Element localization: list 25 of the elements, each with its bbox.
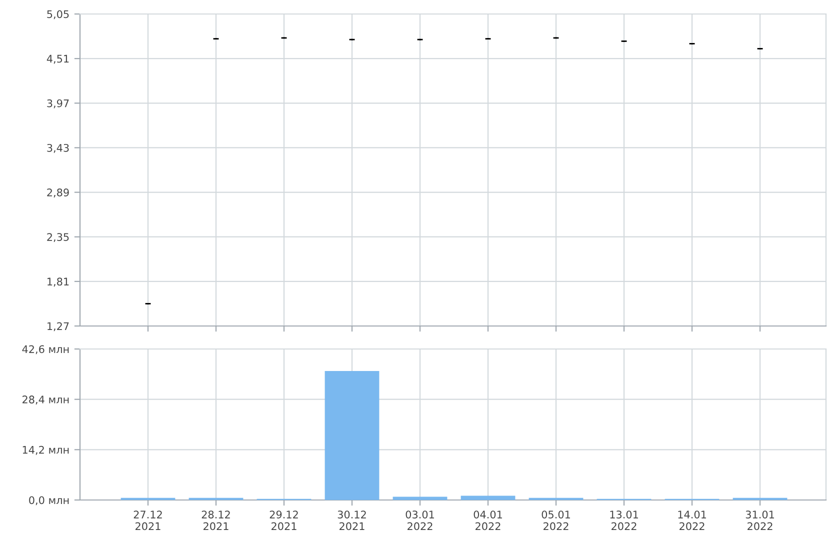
y-tick-label: 28,4 млн	[22, 396, 69, 404]
y-tick-label: 3,43	[47, 144, 69, 153]
x-tick-label: 28.12 2021	[202, 510, 230, 530]
x-tick-label: 05.01 2022	[542, 510, 570, 530]
x-tick-label: 27.12 2021	[134, 510, 162, 530]
y-tick-label: 1,27	[48, 322, 69, 332]
x-tick-label: 29.12 2021	[270, 510, 298, 530]
bar	[460, 496, 516, 500]
y-tick-label: 0,0 млн	[29, 496, 69, 506]
y-tick-label: 42,6 млн	[22, 345, 69, 354]
x-tick-label: 30.12 2021	[338, 510, 366, 530]
y-tick-label: 3,97	[47, 99, 69, 108]
x-tick-label: 04.01 2022	[474, 510, 502, 530]
y-tick-label: 4,51	[46, 54, 69, 64]
y-tick-label: 1,81	[48, 278, 69, 287]
y-tick-label: 14,2 млн	[22, 446, 69, 455]
x-tick-label: 13.01 2022	[610, 510, 638, 530]
bar	[324, 370, 380, 500]
x-tick-label: 14.01 2022	[678, 510, 706, 530]
x-tick-label: 31.01 2022	[746, 510, 774, 530]
bar	[392, 496, 448, 500]
y-tick-label: 2,89	[47, 188, 69, 198]
y-tick-label: 5,05	[47, 10, 69, 20]
x-tick-label: 03.01 2022	[406, 510, 434, 530]
y-tick-label: 2,35	[47, 233, 69, 242]
